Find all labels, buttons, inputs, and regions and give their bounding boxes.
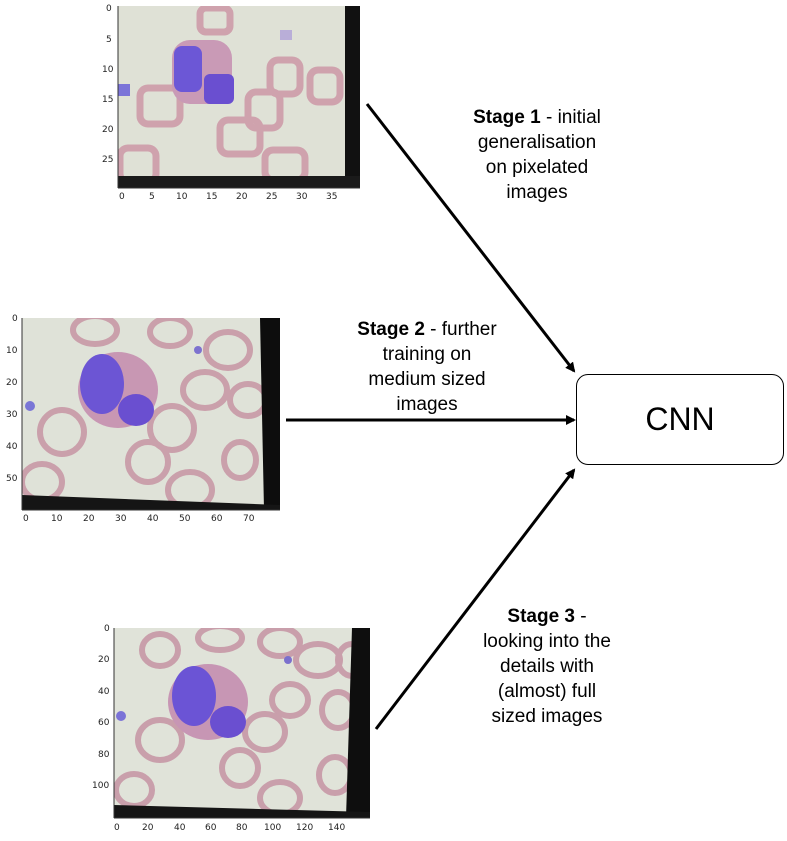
x-tick: 60 xyxy=(211,514,223,524)
y-tick: 15 xyxy=(102,95,114,105)
x-tick: 40 xyxy=(147,514,159,524)
x-tick: 60 xyxy=(205,823,217,833)
stage2-title: Stage 2 xyxy=(357,319,425,340)
y-tick: 60 xyxy=(98,718,110,728)
stage2-text-line: training on xyxy=(382,344,472,365)
stage1-title: Stage 1 xyxy=(473,107,541,128)
x-tick: 40 xyxy=(174,823,186,833)
x-tick: 5 xyxy=(149,192,155,202)
y-tick: 0 xyxy=(106,4,112,14)
x-tick: 80 xyxy=(236,823,248,833)
stage3-label: Stage 3 - looking into the details with … xyxy=(457,604,637,729)
x-tick: 50 xyxy=(179,514,191,524)
x-tick: 0 xyxy=(114,823,120,833)
x-tick: 10 xyxy=(51,514,63,524)
y-tick: 30 xyxy=(6,410,18,420)
x-tick: 100 xyxy=(264,823,282,833)
stage3-text-line: sized images xyxy=(491,706,603,727)
x-tick: 35 xyxy=(326,192,338,202)
stage3-arrow xyxy=(374,468,576,730)
y-tick: 10 xyxy=(102,65,114,75)
stage1-text-line: - initial xyxy=(540,107,601,128)
x-tick: 0 xyxy=(119,192,125,202)
stage3-image-plot: 0 20 40 60 80 100 0 20 40 60 80 100 120 … xyxy=(90,620,380,841)
y-tick: 40 xyxy=(98,687,110,697)
stage1-image-plot: 0 5 10 15 20 25 0 5 10 15 20 25 30 35 xyxy=(100,0,370,210)
x-tick: 30 xyxy=(115,514,127,524)
x-tick: 0 xyxy=(23,514,29,524)
stage3-text-line: (almost) full xyxy=(497,681,597,702)
stage2-label: Stage 2 - further training on medium siz… xyxy=(337,317,517,417)
x-tick: 30 xyxy=(296,192,308,202)
stage1-text-line: generalisation xyxy=(477,132,597,153)
x-tick: 10 xyxy=(176,192,188,202)
y-tick: 100 xyxy=(92,781,110,791)
stage2-image-plot: 0 10 20 30 40 50 0 10 20 30 40 50 60 70 xyxy=(0,310,290,530)
stage1-arrow xyxy=(365,103,576,373)
y-tick: 0 xyxy=(12,314,18,324)
x-tick: 70 xyxy=(243,514,255,524)
y-tick: 80 xyxy=(98,750,110,760)
y-tick: 5 xyxy=(106,35,112,45)
stage3-text-line: details with xyxy=(500,656,594,677)
stage1-blood-cell-image xyxy=(117,6,360,189)
stage3-text-line: looking into the xyxy=(483,631,611,652)
x-tick: 140 xyxy=(328,823,346,833)
stage2-text-line: - further xyxy=(424,319,497,340)
cnn-node: CNN xyxy=(576,374,784,465)
y-tick: 20 xyxy=(102,125,114,135)
y-tick: 40 xyxy=(6,442,18,452)
y-tick: 10 xyxy=(6,346,18,356)
x-tick: 20 xyxy=(236,192,248,202)
stage3-title: Stage 3 xyxy=(507,606,575,627)
stage1-text-line: images xyxy=(506,182,568,203)
y-tick: 25 xyxy=(102,155,114,165)
stage1-text-line: on pixelated xyxy=(485,157,589,178)
y-tick: 50 xyxy=(6,474,18,484)
y-tick: 20 xyxy=(98,655,110,665)
cnn-label: CNN xyxy=(645,401,715,437)
x-tick: 120 xyxy=(296,823,314,833)
stage2-text-line: images xyxy=(396,394,458,415)
y-tick: 0 xyxy=(104,624,110,634)
x-tick: 25 xyxy=(266,192,278,202)
y-tick: 20 xyxy=(6,378,18,388)
stage3-blood-cell-image xyxy=(113,628,370,819)
x-tick: 20 xyxy=(83,514,95,524)
stage1-label: Stage 1 - initial generalisation on pixe… xyxy=(452,105,622,205)
stage2-blood-cell-image xyxy=(21,318,280,511)
x-tick: 15 xyxy=(206,192,218,202)
stage2-text-line: medium sized xyxy=(368,369,486,390)
x-tick: 20 xyxy=(142,823,154,833)
stage3-text-line: - xyxy=(574,606,587,627)
